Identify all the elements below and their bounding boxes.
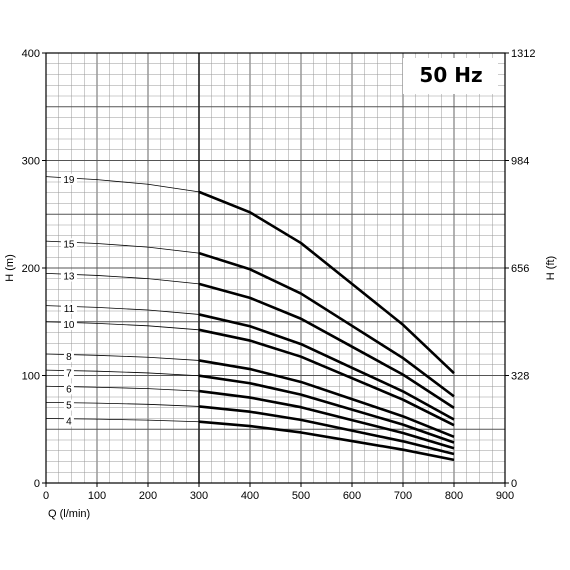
curve-label-bg	[63, 383, 74, 395]
curve-labels: 4 5 6 7 8 10 11 13 15 19	[60, 173, 77, 428]
title-box	[403, 58, 498, 94]
x-tick-label: 0	[43, 490, 49, 502]
y2-tick-label: 0	[511, 478, 517, 490]
y-axis-label: H (m)	[4, 254, 16, 282]
y-tick-label: 200	[22, 263, 40, 275]
y2-tick-label: 328	[511, 371, 529, 383]
curve-label-bg	[60, 270, 77, 282]
curve-10-operating	[198, 328, 455, 427]
x-tick-label: 500	[292, 490, 310, 502]
curve-13-operating	[198, 282, 455, 409]
curve-label-bg	[63, 415, 74, 427]
y2-axis-label: H (ft)	[545, 256, 557, 280]
curve-label-bg	[60, 238, 77, 250]
x-tick-label: 400	[241, 490, 259, 502]
x-tick-label: 200	[139, 490, 157, 502]
curve-15-operating	[198, 251, 455, 398]
curve-label-8: 8	[66, 352, 72, 363]
x-tick-label: 300	[190, 490, 208, 502]
curve-label-13: 13	[63, 272, 75, 283]
curve-label-5: 5	[66, 401, 72, 412]
x-tick-label: 600	[343, 490, 361, 502]
y2-tick-label: 984	[511, 156, 529, 168]
curve-label-bg	[63, 399, 74, 411]
curve-label-4: 4	[66, 417, 72, 428]
curve-label-bg	[60, 173, 77, 185]
x-tick-label: 900	[496, 490, 514, 502]
y2-tick-label: 1312	[511, 48, 535, 60]
x-tick-label: 700	[394, 490, 412, 502]
curve-label-19: 19	[63, 175, 75, 186]
grid	[45, 52, 506, 484]
curve-8-operating	[198, 359, 455, 438]
y2-tick-label: 656	[511, 263, 529, 275]
curve-label-bg	[63, 367, 74, 379]
curve-6-operating	[198, 389, 455, 450]
curve-label-15: 15	[63, 239, 75, 250]
y-tick-label: 0	[34, 478, 40, 490]
curve-label-bg	[60, 318, 77, 330]
curve-label-11: 11	[64, 304, 75, 315]
y-tick-label: 100	[22, 371, 40, 383]
curve-label-10: 10	[63, 320, 75, 331]
tick-labels: 0 100 200 300 400 500 600 700 800 900010020030040…	[22, 48, 536, 502]
curve-19-operating	[198, 190, 455, 375]
x-tick-label: 800	[445, 490, 463, 502]
curve-label-bg	[60, 302, 77, 314]
curve-11-operating	[198, 313, 455, 421]
curve-label-bg	[63, 351, 74, 363]
x-axis-label: Q (l/min)	[48, 508, 90, 520]
curve-4-operating	[198, 420, 455, 462]
curve-label-6: 6	[66, 384, 72, 395]
curve-label-7: 7	[66, 368, 72, 379]
curve-5-operating	[198, 405, 455, 456]
x-tick-label: 100	[88, 490, 106, 502]
y-tick-label: 300	[22, 156, 40, 168]
curve-7-operating	[198, 374, 455, 444]
y-tick-label: 400	[22, 48, 40, 60]
chart-title: 50 Hz	[419, 63, 482, 87]
